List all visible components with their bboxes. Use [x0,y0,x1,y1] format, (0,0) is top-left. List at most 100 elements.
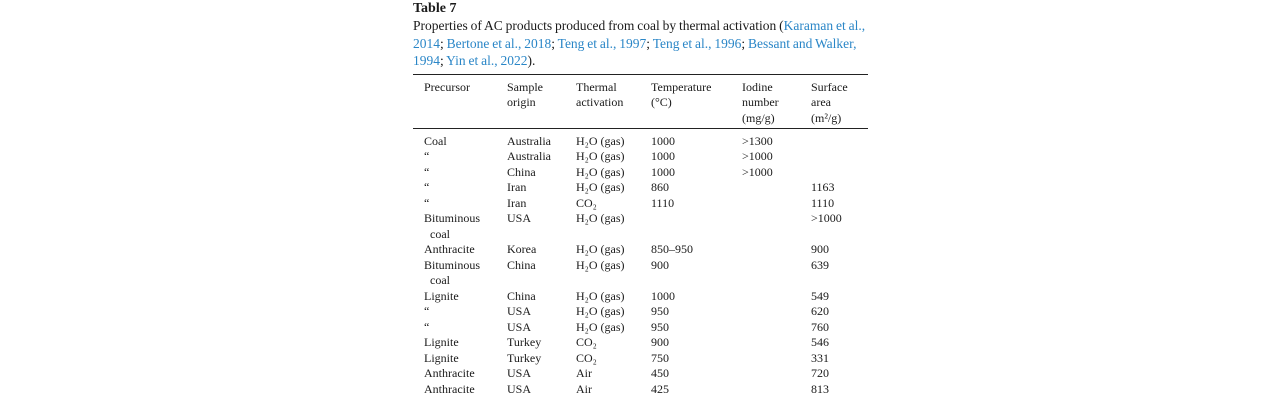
cell-sample-origin: Australia [507,149,551,163]
cell-thermal-activation: CO₂ [576,350,597,365]
reference-link[interactable]: Yin et al., 2022 [446,53,528,68]
table-row: Anthracite USA Air 425 813 [413,382,868,398]
cell-surface-area [800,134,868,150]
header-sample-origin: Sample origin [507,79,543,110]
cell-iodine-number: >1300 [742,133,773,148]
cell-iodine-number [731,258,800,289]
cell-iodine-number [731,335,800,351]
cell-surface-area: 900 [811,242,829,256]
table-row: Coal Australia H₂O (gas) 1000 >1300 [413,134,868,150]
cell-temperature: 1000 [651,288,675,303]
cell-precursor: “ [424,149,430,163]
cell-thermal-activation: Air [576,381,592,396]
cell-thermal-activation: Air [576,366,592,380]
cell-iodine-number [731,211,800,242]
header-iodine-number: Iodine number (mg/g) [742,79,779,125]
cell-sample-origin: USA [507,381,532,396]
cell-sample-origin: USA [507,366,532,380]
cell-iodine-number [731,366,800,382]
table-body: Coal Australia H₂O (gas) 1000 >1300 “ Australi… [413,129,868,398]
table-caption: Properties of AC products produced from … [413,18,866,69]
table-label: Table 7 [413,1,457,16]
cell-precursor: Anthracite [424,366,475,380]
cell-thermal-activation: H₂O (gas) [576,319,625,334]
cell-temperature: 860 [651,180,669,194]
cell-thermal-activation: H₂O (gas) [576,304,625,318]
cell-precursor: Anthracite [424,242,475,256]
cell-precursor: “ [424,304,430,318]
cell-surface-area: 1163 [811,180,835,194]
cell-temperature: 1000 [651,133,675,148]
header-precursor: Precursor [424,79,470,94]
cell-thermal-activation: H₂O (gas) [576,149,625,163]
cell-surface-area: 331 [811,350,829,365]
reference-link[interactable]: Bessant and Walker, 1994 [413,35,857,69]
cell-precursor: Bituminous coal [424,257,481,288]
table-header-row: Precursor Sample origin Thermal activati… [413,75,868,126]
cell-thermal-activation: CO₂ [576,195,597,210]
cell-temperature: 1000 [651,149,675,163]
header-surface-area: Surface area (m²/g) [811,79,848,125]
cell-surface-area: 549 [811,288,829,303]
cell-precursor: “ [424,319,430,334]
table-header-rule [413,127,868,129]
cell-temperature: 750 [651,350,669,365]
reference-link[interactable]: Teng et al., 1996 [652,35,742,51]
cell-precursor: Lignite [424,288,459,303]
table-row: “ Iran H₂O (gas) 860 1163 [413,180,868,196]
table-row: Anthracite USA Air 450 720 [413,366,868,382]
caption-text: Properties of AC products produced from … [413,18,784,33]
table-row: “ USA H₂O (gas) 950 760 [413,320,868,336]
header-temperature: Temperature (°C) [651,79,712,110]
reference-link[interactable]: Bertone et al., 2018 [446,35,552,51]
table-row: “ China H₂O (gas) 1000 >1000 [413,165,868,181]
reference-link[interactable]: Karaman et al., 2014 [413,18,866,51]
cell-surface-area: 813 [811,381,829,396]
cell-iodine-number [731,320,800,336]
cell-surface-area: 720 [811,366,829,380]
cell-sample-origin: Turkey [507,350,542,365]
cell-sample-origin: China [507,288,536,303]
table-row: Bituminous coal USA H₂O (gas) >1000 [413,211,868,242]
cell-sample-origin: Turkey [507,335,542,349]
cell-thermal-activation: H₂O (gas) [576,288,625,303]
cell-surface-area: 1110 [811,195,835,210]
cell-thermal-activation: H₂O (gas) [576,211,625,225]
table-row: Lignite Turkey CO₂ 750 331 [413,351,868,367]
reference-link[interactable]: Teng et al., 1997 [557,35,647,51]
cell-precursor: “ [424,195,430,210]
cell-temperature: 1110 [651,195,675,210]
table-row: Lignite China H₂O (gas) 1000 549 [413,289,868,305]
cell-sample-origin: USA [507,304,532,318]
cell-iodine-number: >1000 [742,164,773,179]
table-top-rule [413,73,868,75]
cell-precursor: Lignite [424,335,459,349]
cell-sample-origin: USA [507,319,532,334]
cell-temperature: 950 [651,319,669,334]
cell-sample-origin: Iran [507,180,527,194]
cell-temperature: 850–950 [651,242,693,256]
table-row: Lignite Turkey CO₂ 900 546 [413,335,868,351]
cell-iodine-number [731,289,800,305]
cell-surface-area: >1000 [811,211,842,225]
cell-surface-area: 546 [811,335,829,349]
cell-precursor: Anthracite [424,381,475,396]
cell-precursor: Bituminous coal [424,211,481,241]
cell-temperature: 900 [651,257,669,272]
cell-thermal-activation: CO₂ [576,335,597,349]
cell-iodine-number [731,180,800,196]
cell-temperature: 425 [651,381,669,396]
table-row: “ Iran CO₂ 1110 1110 [413,196,868,212]
cell-precursor: “ [424,164,430,179]
cell-thermal-activation: H₂O (gas) [576,242,625,256]
cell-thermal-activation: H₂O (gas) [576,180,625,194]
table-row: Anthracite Korea H₂O (gas) 850–950 900 [413,242,868,258]
caption-close: ). [527,53,536,68]
cell-surface-area: 639 [811,257,829,272]
cell-iodine-number [731,351,800,367]
cell-surface-area: 620 [811,304,829,318]
cell-thermal-activation: H₂O (gas) [576,133,625,148]
table-7: Table 7 Properties of AC products produc… [413,0,868,397]
cell-sample-origin: Iran [507,195,527,210]
cell-sample-origin: China [507,257,536,272]
